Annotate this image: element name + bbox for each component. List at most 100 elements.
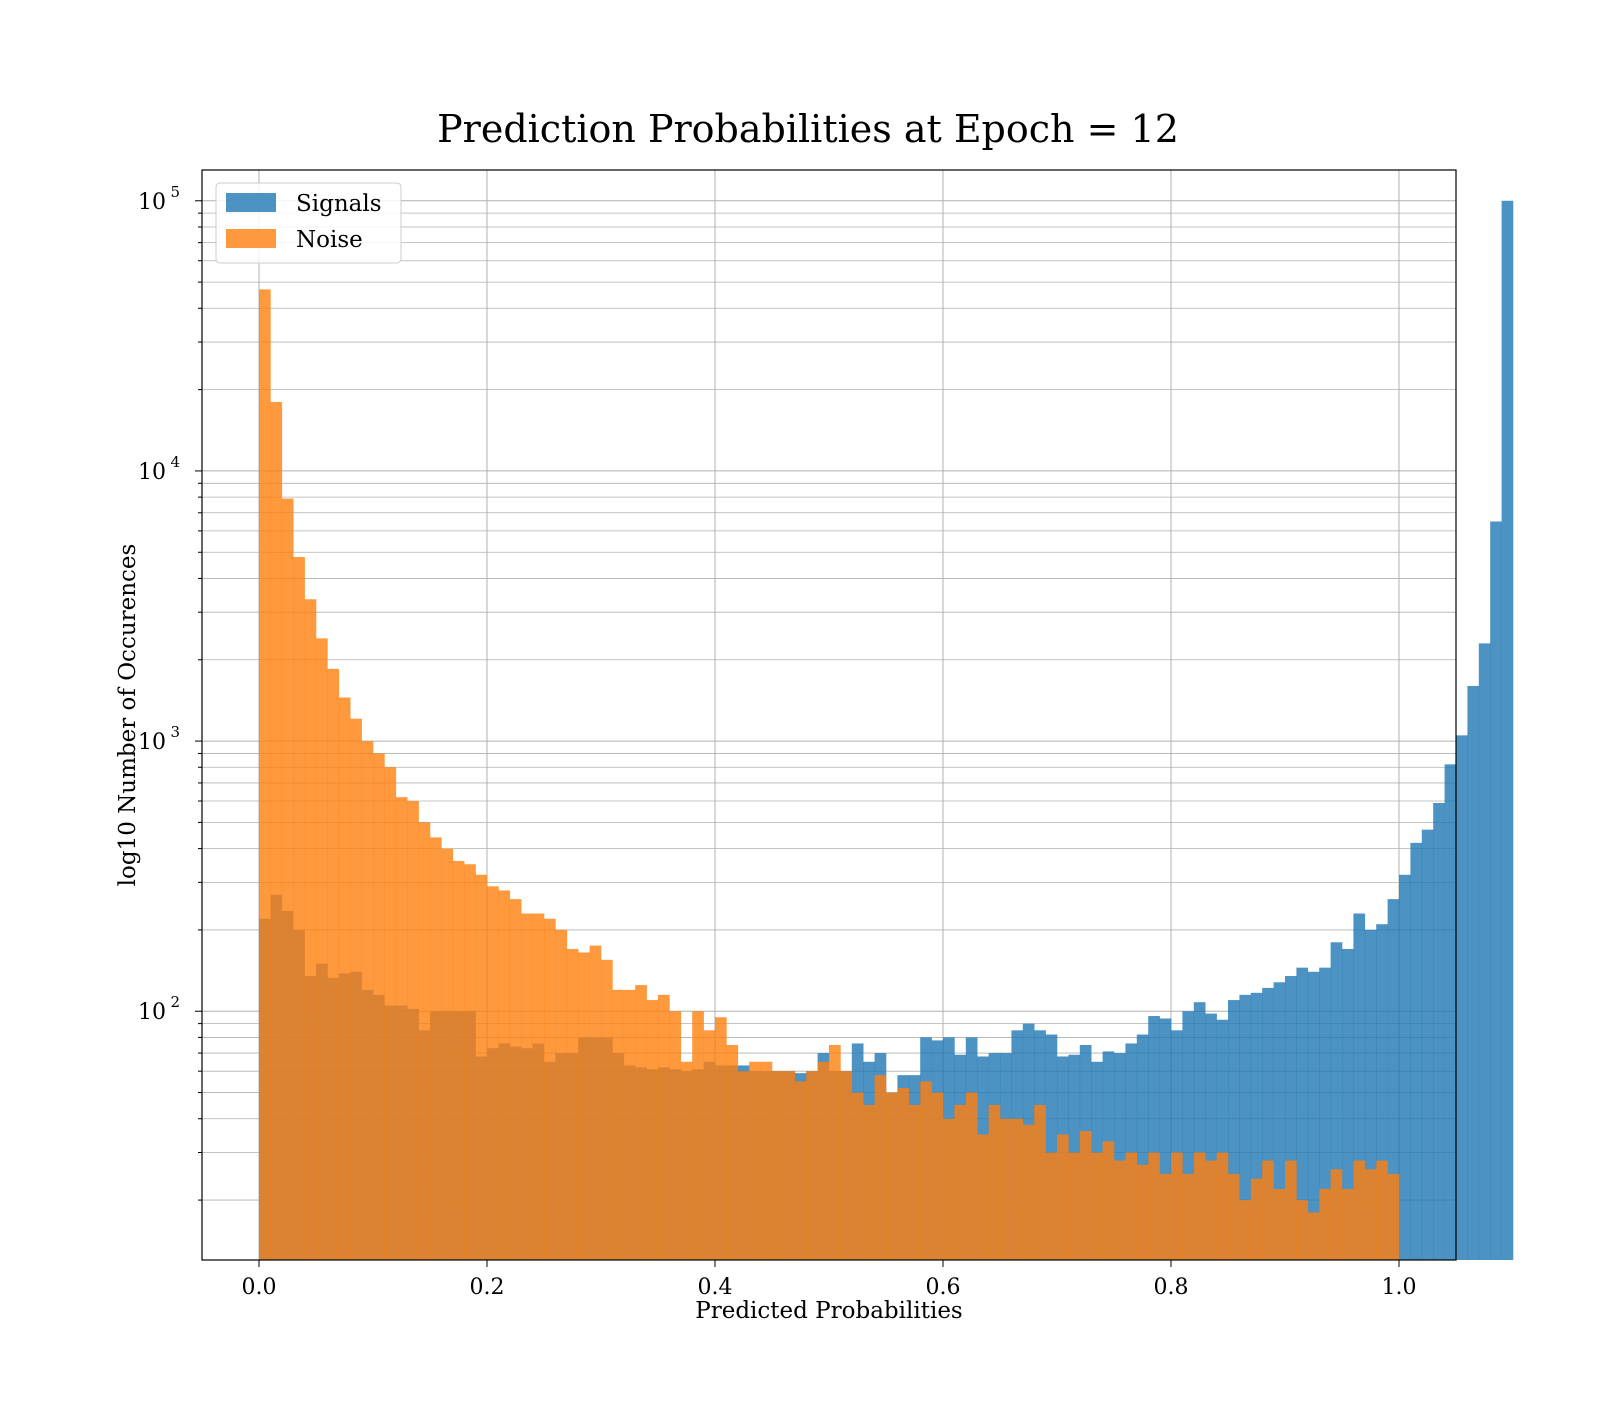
- histogram-bar: [1216, 1152, 1229, 1260]
- histogram-bar: [544, 918, 556, 1260]
- histogram-bar: [487, 886, 499, 1260]
- histogram-bar: [1307, 971, 1320, 1260]
- histogram-bar: [1136, 1164, 1149, 1260]
- histogram-bar: [1148, 1016, 1160, 1260]
- histogram-bar: [1045, 1152, 1058, 1260]
- histogram-bar: [1444, 764, 1457, 1260]
- histogram-bar: [452, 860, 465, 1260]
- histogram-bar: [1285, 1160, 1297, 1260]
- histogram-bar: [863, 1104, 875, 1260]
- histogram-bar: [794, 1081, 807, 1260]
- legend-swatch-noise: [226, 229, 276, 248]
- chart-title: Prediction Probabilities at Epoch = 12: [437, 107, 1179, 151]
- histogram-bar: [1262, 987, 1274, 1260]
- histogram-bar: [555, 929, 568, 1260]
- x-tick-label: 0.8: [1154, 1275, 1189, 1300]
- histogram-bar: [293, 557, 305, 1260]
- histogram-bar: [897, 1087, 910, 1260]
- histogram-bar: [1228, 1000, 1240, 1260]
- histogram-bar: [1342, 1188, 1354, 1260]
- y-tick-exponent: 3: [170, 723, 180, 741]
- histogram-bar: [737, 1071, 750, 1260]
- histogram-bar: [589, 945, 602, 1260]
- histogram-bar: [475, 874, 488, 1260]
- histogram-bar: [658, 994, 670, 1260]
- histogram-bar: [646, 1000, 659, 1260]
- histogram-bar: [464, 864, 476, 1260]
- histogram-bar: [829, 1044, 841, 1260]
- histogram-bar: [441, 848, 454, 1260]
- histogram-bar: [338, 697, 351, 1260]
- histogram-bar: [635, 985, 647, 1260]
- x-tick-label: 1.0: [1382, 1275, 1417, 1300]
- histogram-bar: [703, 1030, 716, 1260]
- histogram-bar: [1262, 1160, 1274, 1260]
- histogram-bar: [1410, 842, 1423, 1260]
- histogram-bar: [281, 498, 294, 1260]
- histogram-bar: [1330, 1169, 1343, 1260]
- histogram-bar: [920, 1081, 932, 1260]
- histogram-bar: [1319, 967, 1331, 1260]
- histogram-bar: [1319, 1188, 1331, 1260]
- y-tick-label: 10: [138, 730, 166, 755]
- histogram-bar: [772, 1071, 784, 1260]
- histogram-bar: [1057, 1134, 1069, 1260]
- histogram-bar: [1296, 1200, 1309, 1260]
- histogram-bar: [1011, 1118, 1024, 1260]
- histogram-bar: [1364, 929, 1377, 1260]
- histogram-bar: [1205, 1013, 1217, 1260]
- histogram-bar: [1353, 1160, 1366, 1260]
- histogram-bar: [1171, 1030, 1183, 1260]
- y-tick-label: 10: [138, 460, 166, 485]
- legend-label-signals: Signals: [296, 191, 382, 217]
- histogram-bar: [1205, 1160, 1217, 1260]
- histogram-bar: [817, 1061, 830, 1260]
- histogram-bar: [1376, 1160, 1388, 1260]
- histogram-bar: [498, 890, 511, 1260]
- histogram-bar: [1148, 1152, 1160, 1260]
- histogram-bar: [304, 599, 317, 1260]
- histogram-bar: [1239, 994, 1252, 1260]
- histogram-bar: [669, 1011, 682, 1260]
- histogram-bar: [886, 1092, 898, 1260]
- histogram-bar: [1399, 874, 1411, 1260]
- histogram-bar: [1353, 913, 1366, 1260]
- histogram-bar: [407, 801, 419, 1260]
- x-tick-label: 0.6: [926, 1275, 961, 1300]
- histogram-bar: [1250, 992, 1263, 1260]
- histogram-bar: [1079, 1131, 1092, 1260]
- histogram-bar: [943, 1118, 955, 1260]
- histogram-bar: [1159, 1018, 1172, 1260]
- histogram-bar: [532, 913, 545, 1260]
- histogram-bar: [1068, 1152, 1081, 1260]
- histogram-bar: [1102, 1141, 1115, 1260]
- histogram-bar: [327, 668, 340, 1260]
- histogram-bar: [988, 1104, 1001, 1260]
- histogram-bar: [1000, 1118, 1012, 1260]
- y-tick-exponent: 2: [170, 993, 180, 1011]
- y-tick-label: 10: [138, 1000, 166, 1025]
- x-tick-label: 0.0: [242, 1275, 277, 1300]
- histogram-bar: [384, 767, 397, 1260]
- plot-frame: [201, 169, 1457, 1261]
- histogram-bar: [1034, 1104, 1046, 1260]
- histogram-bar: [1193, 1002, 1206, 1260]
- histogram-bar: [1421, 829, 1434, 1260]
- histogram-bar: [1296, 967, 1309, 1260]
- histogram-bar: [715, 1017, 727, 1260]
- histogram-bar: [1478, 643, 1491, 1260]
- histogram-bar: [954, 1104, 967, 1260]
- histogram-bar: [1239, 1200, 1252, 1260]
- histogram-bar: [1045, 1034, 1058, 1260]
- histogram-bar: [1114, 1160, 1126, 1260]
- histogram-bar: [509, 899, 522, 1260]
- histogram-bar: [1250, 1178, 1263, 1260]
- histogram-bar: [361, 741, 374, 1260]
- histogram-bar: [965, 1092, 978, 1260]
- histogram-bar: [566, 948, 579, 1260]
- series-noise: [259, 289, 1400, 1260]
- histogram-bar: [1387, 899, 1400, 1260]
- histogram-bar: [1216, 1019, 1229, 1260]
- histogram-bar: [1330, 942, 1343, 1260]
